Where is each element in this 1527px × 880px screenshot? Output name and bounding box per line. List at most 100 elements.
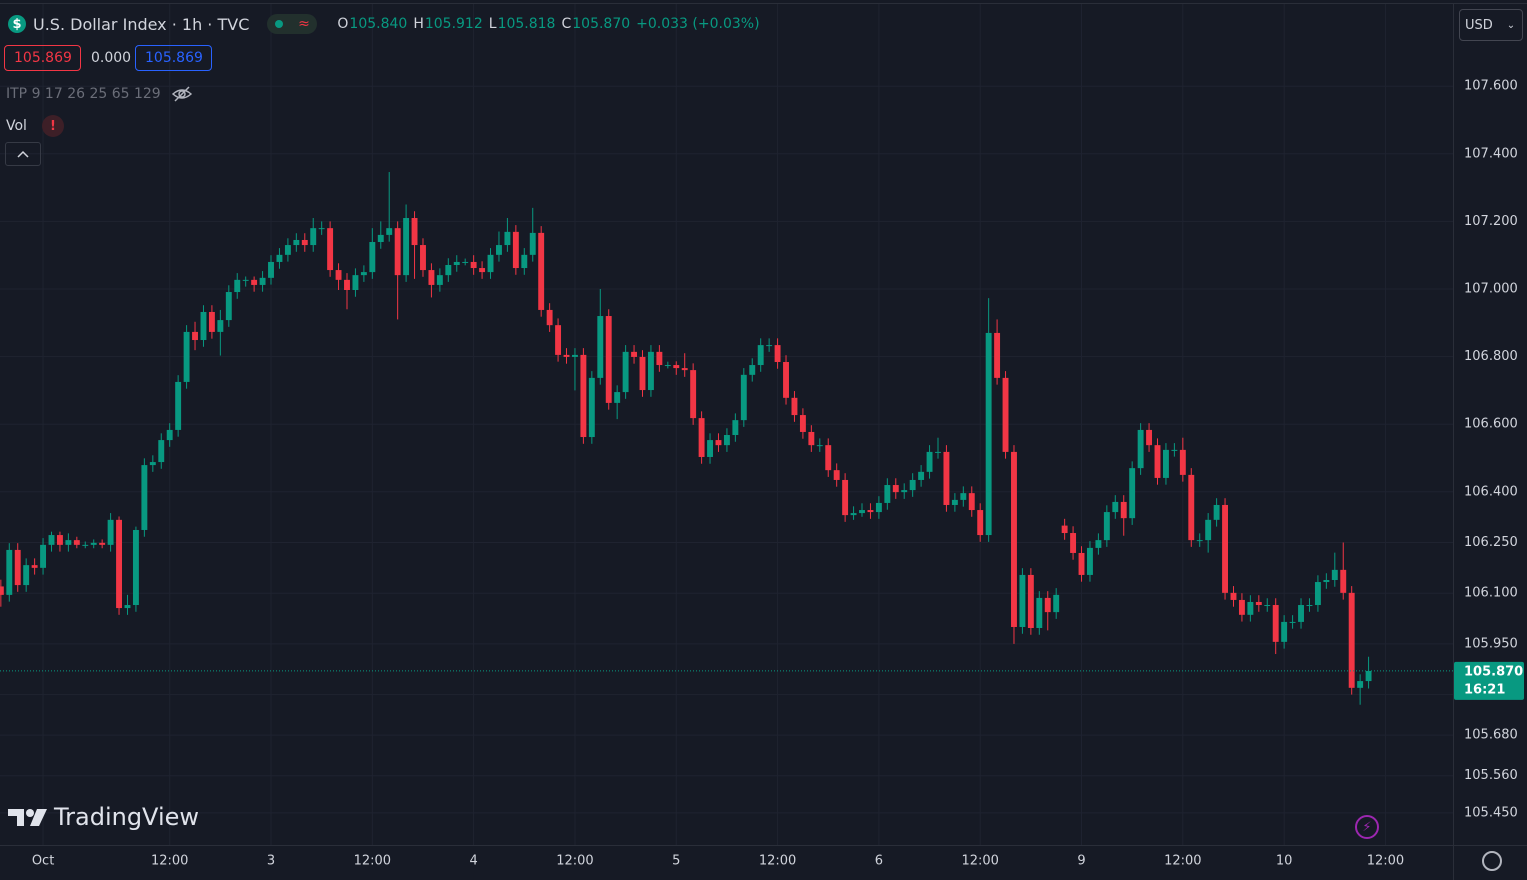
x-tick-label: Oct bbox=[32, 854, 54, 869]
candle-body bbox=[1154, 445, 1161, 478]
x-tick-label: 12:00 bbox=[1164, 854, 1201, 869]
hide-icon[interactable] bbox=[171, 85, 193, 103]
candle-body bbox=[935, 451, 941, 453]
candle-body bbox=[1348, 592, 1355, 688]
candle-body bbox=[99, 542, 106, 545]
candle-body bbox=[631, 351, 638, 357]
candle-body bbox=[141, 465, 148, 530]
candle-body bbox=[428, 270, 435, 285]
ohlc-item: O105.840 bbox=[337, 16, 407, 32]
candle-body bbox=[571, 354, 578, 357]
x-tick-label: 4 bbox=[469, 854, 477, 869]
candle-body bbox=[791, 397, 798, 416]
y-tick-label: 106.600 bbox=[1464, 417, 1518, 432]
candle-body bbox=[496, 245, 502, 255]
candle-body bbox=[344, 279, 350, 291]
status-pill[interactable]: ≈ bbox=[267, 14, 318, 34]
candle-body bbox=[82, 544, 89, 546]
candle-body bbox=[1298, 605, 1304, 622]
candle-body bbox=[420, 245, 426, 271]
candle-body bbox=[588, 377, 595, 438]
change-value: +0.033 (+0.03%) bbox=[636, 16, 760, 32]
candle-body bbox=[369, 242, 376, 273]
candle-body bbox=[833, 470, 840, 480]
candle-body bbox=[56, 535, 63, 545]
y-tick-label: 106.100 bbox=[1464, 586, 1518, 601]
candle-body bbox=[884, 485, 891, 503]
y-tick-label: 106.800 bbox=[1464, 349, 1518, 364]
indicator-label[interactable]: ITP 9 17 26 25 65 129 bbox=[6, 86, 161, 102]
candle-body bbox=[1019, 574, 1026, 627]
candle-body bbox=[445, 264, 452, 276]
candle-body bbox=[1357, 681, 1364, 688]
candle-body bbox=[707, 440, 713, 457]
candle-body bbox=[73, 540, 80, 545]
candle-body bbox=[200, 311, 207, 341]
ohlc-value: 105.912 bbox=[424, 16, 483, 32]
candle-body bbox=[1171, 449, 1178, 451]
candle-body bbox=[681, 368, 688, 371]
indicator-row: ITP 9 17 26 25 65 129 bbox=[6, 85, 193, 103]
symbol-header: $ U.S. Dollar Index · 1h · TVC ≈ O105.84… bbox=[8, 12, 760, 36]
candle-body bbox=[1103, 512, 1110, 541]
candle-body bbox=[563, 354, 570, 357]
candle-body bbox=[65, 540, 72, 545]
candle-body bbox=[951, 499, 958, 505]
spread-value: 0.000 bbox=[91, 50, 132, 66]
y-tick-label: 105.950 bbox=[1464, 636, 1518, 651]
candle-body bbox=[487, 254, 494, 273]
candle-body bbox=[470, 261, 477, 269]
y-tick-label: 105.680 bbox=[1464, 728, 1518, 743]
candle-body bbox=[183, 331, 190, 382]
candle-body bbox=[1162, 449, 1169, 478]
symbol-title[interactable]: U.S. Dollar Index · 1h · TVC bbox=[33, 14, 250, 34]
y-tick-label: 107.600 bbox=[1464, 79, 1518, 94]
candle-body bbox=[664, 365, 671, 367]
ohlc-value: 105.870 bbox=[572, 16, 631, 32]
candle-body bbox=[453, 261, 460, 265]
ohlc-key: C bbox=[561, 16, 572, 32]
sell-price: 105.869 bbox=[14, 50, 72, 66]
candle-body bbox=[116, 519, 122, 609]
x-tick-label: 5 bbox=[672, 854, 680, 869]
candle-body bbox=[1230, 592, 1237, 600]
currency-select[interactable]: USD ⌄ bbox=[1459, 9, 1523, 41]
candle-body bbox=[1331, 569, 1338, 581]
settings-icon[interactable] bbox=[1482, 851, 1502, 871]
candle-body bbox=[23, 565, 30, 586]
candle-body bbox=[875, 502, 882, 513]
candle-body bbox=[310, 228, 317, 246]
candle-body bbox=[799, 415, 806, 432]
volume-label[interactable]: Vol bbox=[6, 118, 27, 134]
candle-body bbox=[40, 544, 47, 568]
ohlc-value: 105.840 bbox=[349, 16, 408, 32]
candle-body bbox=[1281, 621, 1288, 642]
collapse-button[interactable] bbox=[5, 142, 41, 166]
alert-icon[interactable]: ⚡ bbox=[1355, 815, 1379, 839]
candle-body bbox=[825, 445, 832, 471]
candle-body bbox=[512, 231, 519, 269]
candle-body bbox=[749, 365, 756, 375]
candle-body bbox=[867, 510, 874, 513]
candle-body bbox=[757, 345, 764, 366]
y-tick-label: 106.250 bbox=[1464, 535, 1518, 550]
candle-body bbox=[1036, 597, 1043, 629]
sell-button[interactable]: 105.869 bbox=[4, 45, 81, 71]
candle-body bbox=[1264, 605, 1271, 607]
candle-body bbox=[318, 228, 325, 230]
candle-body bbox=[555, 325, 562, 355]
candle-body bbox=[462, 261, 469, 263]
candle-body bbox=[386, 228, 393, 235]
candle-body bbox=[1137, 429, 1144, 469]
candle-body bbox=[1027, 574, 1034, 629]
buy-button[interactable]: 105.869 bbox=[135, 45, 212, 71]
warning-icon[interactable]: ! bbox=[41, 115, 64, 137]
candle-body bbox=[1179, 449, 1186, 475]
candle-body bbox=[251, 279, 258, 285]
candle-body bbox=[352, 275, 359, 291]
x-tick-label: 12:00 bbox=[1367, 854, 1404, 869]
candle-body bbox=[977, 510, 984, 536]
candle-body bbox=[377, 234, 384, 243]
candle-body bbox=[436, 275, 443, 285]
